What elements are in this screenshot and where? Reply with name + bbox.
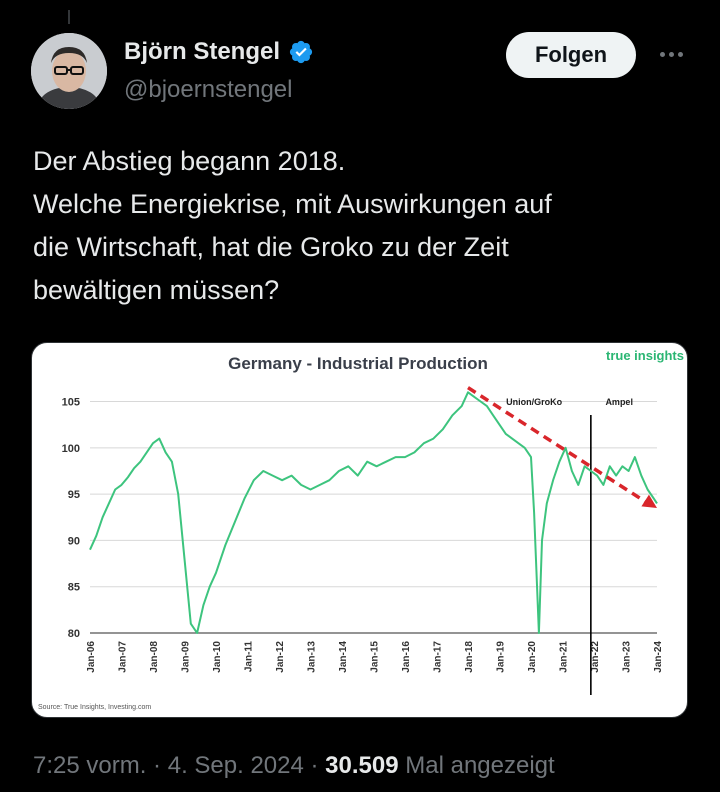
more-options-icon[interactable] [654, 44, 688, 64]
follow-button[interactable]: Folgen [506, 32, 636, 78]
author-name[interactable]: Björn Stengel [124, 38, 281, 65]
y-tick-label: 100 [62, 443, 80, 455]
chart-source: Source: True Insights, Investing.com [38, 704, 151, 711]
tweet-meta: 7:25 vorm. · 4. Sep. 2024 · 30.509 Mal a… [33, 752, 555, 779]
industrial-production-chart: Germany - Industrial Production true ins… [38, 348, 684, 711]
view-count-label: Mal angezeigt [405, 752, 555, 779]
x-tick-label: Jan-10 [212, 641, 223, 673]
x-tick-label: Jan-17 [433, 641, 444, 673]
tweet-text: Der Abstieg begann 2018. Welche Energiek… [33, 140, 693, 312]
thread-connector [68, 10, 70, 24]
trend-arrow-head [641, 494, 657, 508]
x-tick-label: Jan-12 [275, 641, 286, 673]
x-tick-label: Jan-16 [401, 641, 412, 673]
x-tick-label: Jan-06 [86, 641, 97, 673]
avatar-image [31, 33, 107, 109]
more-dot [677, 51, 683, 57]
avatar[interactable] [31, 33, 107, 109]
verified-badge-icon [289, 40, 313, 64]
tweet-line: bewältigen müssen? [33, 275, 280, 305]
more-dot [659, 51, 665, 57]
y-tick-label: 85 [68, 582, 80, 594]
x-tick-label: Jan-19 [496, 641, 507, 673]
more-dot [668, 51, 674, 57]
chart-brand: true insights [606, 348, 684, 363]
x-tick-label: Jan-09 [181, 641, 192, 673]
x-tick-label: Jan-08 [149, 641, 160, 673]
x-tick-label: Jan-18 [464, 641, 475, 673]
y-tick-label: 105 [62, 397, 80, 409]
x-tick-label: Jan-14 [338, 641, 349, 673]
x-tick-label: Jan-20 [527, 641, 538, 673]
chart-title: Germany - Industrial Production [228, 354, 488, 373]
x-tick-label: Jan-13 [307, 641, 318, 673]
annotation-label: Ampel [605, 397, 633, 407]
x-tick-label: Jan-22 [590, 641, 601, 673]
x-tick-label: Jan-21 [559, 641, 570, 673]
x-tick-label: Jan-15 [370, 641, 381, 673]
tweet-line: Welche Energiekrise, mit Auswirkungen au… [33, 189, 552, 219]
x-tick-label: Jan-23 [622, 641, 633, 673]
author-handle[interactable]: @bjoernstengel [124, 76, 293, 103]
tweet-line: Der Abstieg begann 2018. [33, 146, 346, 176]
author-name-row[interactable]: Björn Stengel [124, 38, 314, 66]
y-tick-label: 80 [68, 628, 80, 640]
view-count: 30.509 [325, 752, 399, 779]
annotation-label: Union/GroKo [506, 397, 562, 407]
tweet-media-chart[interactable]: Germany - Industrial Production true ins… [31, 342, 688, 718]
tweet-date[interactable]: 4. Sep. 2024 [167, 752, 304, 779]
industrial-production-series-line [89, 391, 658, 634]
tweet-time[interactable]: 7:25 vorm. [33, 752, 147, 779]
tweet-line: die Wirtschaft, hat die Groko zu der Zei… [33, 232, 509, 262]
x-tick-label: Jan-07 [118, 641, 129, 673]
y-tick-label: 90 [68, 535, 80, 547]
x-tick-label: Jan-24 [653, 641, 664, 673]
y-tick-label: 95 [68, 489, 80, 501]
x-tick-label: Jan-11 [244, 641, 255, 673]
trend-arrow-line [467, 386, 650, 506]
